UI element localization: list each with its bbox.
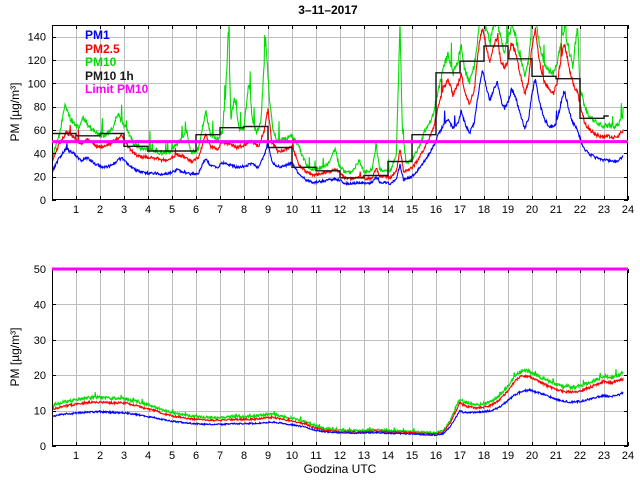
x-tick-label: 4 <box>145 450 151 462</box>
y-tick-label: 30 <box>34 335 46 347</box>
x-tick-label: 23 <box>598 204 610 216</box>
plot-0: 1 2 3 4 5 6 7 8 9 10 11 12 13 14 15 16 17 18 19 20 21 22 23 240… <box>28 25 634 216</box>
x-tick-label: 18 <box>478 450 490 462</box>
series-PM1 <box>52 387 624 437</box>
x-tick-label: 13 <box>358 450 370 462</box>
y-tick-label: 140 <box>28 32 46 44</box>
x-tick-label: 2 <box>97 204 103 216</box>
y-tick-label: 50 <box>34 264 46 276</box>
x-tick-label: 2 <box>97 450 103 462</box>
x-tick-label: 24 <box>622 450 634 462</box>
x-tick-label: 21 <box>550 450 562 462</box>
x-tick-label: 1 <box>73 204 79 216</box>
series-PM1 <box>52 70 624 186</box>
x-tick-label: 15 <box>406 450 418 462</box>
y-tick-label: 120 <box>28 55 46 67</box>
x-axis-label: Godzina UTC <box>303 462 377 476</box>
x-tick-label: 23 <box>598 450 610 462</box>
x-tick-label: 19 <box>502 450 514 462</box>
x-tick-label: 9 <box>265 450 271 462</box>
x-tick-label: 15 <box>406 204 418 216</box>
x-tick-label: 13 <box>358 204 370 216</box>
legend-item-pm10: PM10 <box>85 55 117 69</box>
x-tick-label: 1 <box>73 450 79 462</box>
x-tick-label: 20 <box>526 450 538 462</box>
y-tick-label: 40 <box>34 299 46 311</box>
x-tick-label: 3 <box>121 450 127 462</box>
x-tick-label: 12 <box>334 450 346 462</box>
x-tick-label: 10 <box>286 450 298 462</box>
series-PM2.5 <box>52 373 624 436</box>
x-tick-label: 5 <box>169 204 175 216</box>
y-tick-label: 40 <box>34 148 46 160</box>
x-tick-label: 18 <box>478 204 490 216</box>
y-tick-label: 10 <box>34 406 46 418</box>
x-tick-label: 6 <box>193 450 199 462</box>
x-tick-label: 6 <box>193 204 199 216</box>
y-tick-label: 0 <box>40 195 46 207</box>
x-tick-label: 22 <box>574 204 586 216</box>
x-tick-label: 11 <box>310 450 321 462</box>
x-tick-label: 4 <box>145 204 151 216</box>
x-tick-label: 12 <box>334 204 346 216</box>
x-tick-label: 21 <box>550 204 562 216</box>
x-tick-label: 8 <box>241 450 247 462</box>
x-tick-label: 7 <box>217 450 223 462</box>
legend: PM1 PM2.5 PM10 PM10 1h Limit PM10 <box>85 28 149 97</box>
x-tick-label: 16 <box>430 204 442 216</box>
x-tick-label: 14 <box>382 204 394 216</box>
y-tick-label: 20 <box>34 370 46 382</box>
x-tick-label: 16 <box>430 450 442 462</box>
x-tick-label: 5 <box>169 450 175 462</box>
x-tick-label: 24 <box>622 204 634 216</box>
legend-item-pm1: PM1 <box>85 28 110 42</box>
series-PM2.5 <box>52 27 624 182</box>
x-tick-label: 17 <box>454 450 466 462</box>
x-tick-label: 22 <box>574 450 586 462</box>
legend-item-limit-pm10: Limit PM10 <box>85 82 149 96</box>
plot-1: 1 2 3 4 5 6 7 8 9 10 11 12 13 14 15 16 17 18 19 20 21 22 23 240… <box>34 264 634 462</box>
y-tick-label: 0 <box>40 441 46 453</box>
x-tick-label: 8 <box>241 204 247 216</box>
chart-title: 3–11–2017 <box>298 3 358 17</box>
x-tick-label: 11 <box>310 204 321 216</box>
x-tick-label: 19 <box>502 204 514 216</box>
y-tick-label: 60 <box>34 125 46 137</box>
x-tick-label: 14 <box>382 450 394 462</box>
y-tick-label: 20 <box>34 172 46 184</box>
series-PM10-1h <box>52 45 609 179</box>
x-tick-label: 17 <box>454 204 466 216</box>
x-tick-label: 20 <box>526 204 538 216</box>
y-tick-label: 80 <box>34 102 46 114</box>
top-plot-ylabel: PM [µg/m³] <box>8 82 22 142</box>
x-tick-label: 9 <box>265 204 271 216</box>
legend-item-pm10-1h: PM10 1h <box>85 68 134 83</box>
x-tick-label: 10 <box>286 204 298 216</box>
x-tick-label: 3 <box>121 204 127 216</box>
series-PM10 <box>52 367 624 436</box>
series-PM10 <box>52 25 624 175</box>
x-tick-label: 7 <box>217 204 223 216</box>
bottom-plot-ylabel: PM [µg/m³] <box>8 327 22 387</box>
y-tick-label: 100 <box>28 78 46 90</box>
legend-item-pm25: PM2.5 <box>85 41 120 56</box>
